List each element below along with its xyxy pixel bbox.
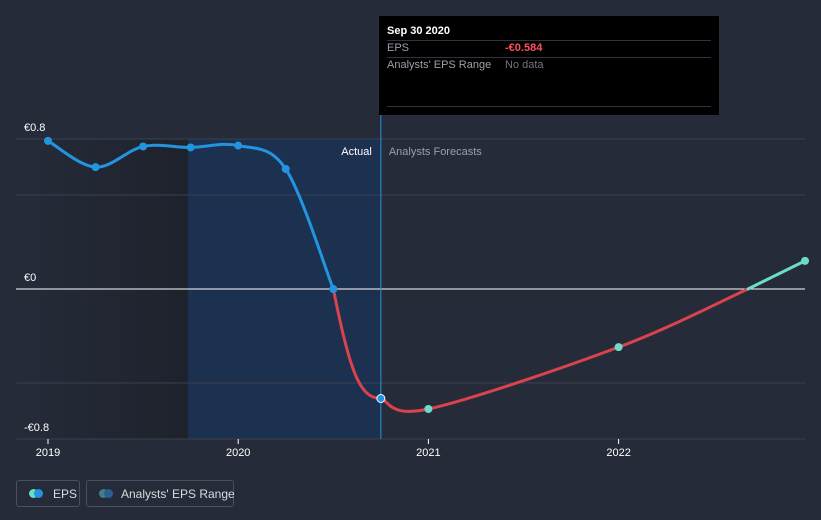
eps-forecast-point [424,405,433,413]
forecast-label: Analysts Forecasts [389,146,482,158]
tooltip-range-value: No data [505,59,544,71]
eps-actual-point [234,141,243,150]
x-tick-label: 2022 [606,447,630,459]
tooltip-eps-value: -€0.584 [505,42,543,54]
region-labels: Actual Analysts Forecasts [341,146,482,158]
tooltip-divider [387,106,711,107]
eps-forecast-point [614,343,623,352]
y-tick-label: €0.8 [24,122,45,134]
x-tick-label: 2021 [416,447,440,459]
tooltip-range-label: Analysts' EPS Range [387,59,492,71]
tooltip-date: Sep 30 2020 [387,25,450,37]
tooltip-eps-label: EPS [387,42,410,54]
tooltip-divider [387,40,711,41]
y-tick-label: -€0.8 [24,422,49,434]
x-tick-label: 2019 [36,447,60,459]
y-axis-ticks: €0.8 €0 -€0.8 [24,122,49,434]
legend-range-icon [99,489,115,498]
actual-label: Actual [341,146,372,158]
x-tick-label: 2020 [226,447,250,459]
y-tick-label: €0 [24,272,36,284]
legend-eps-icon [29,489,45,498]
eps-tooltip: Sep 30 2020 EPS -€0.584 Analysts' EPS Ra… [379,16,719,115]
eps-highlighted-point [376,394,386,403]
tooltip-divider [387,57,711,58]
legend-range-button[interactable]: Analysts' EPS Range [86,480,235,507]
eps-series-line [746,259,807,291]
eps-forecast-point [801,256,809,265]
eps-actual-point [329,285,338,293]
legend-range-label: Analysts' EPS Range [121,487,235,501]
eps-actual-point [281,165,290,173]
legend-eps-label: EPS [53,487,78,501]
eps-actual-point [186,143,195,152]
x-axis-ticks: 2019 2020 2021 2022 [36,439,631,459]
eps-actual-point [44,136,52,145]
eps-actual-point [139,142,148,151]
eps-series-line [379,287,750,413]
eps-markers [44,136,809,413]
legend-eps-button[interactable]: EPS [16,480,80,507]
eps-series-line [331,287,383,400]
eps-actual-point [91,163,100,172]
